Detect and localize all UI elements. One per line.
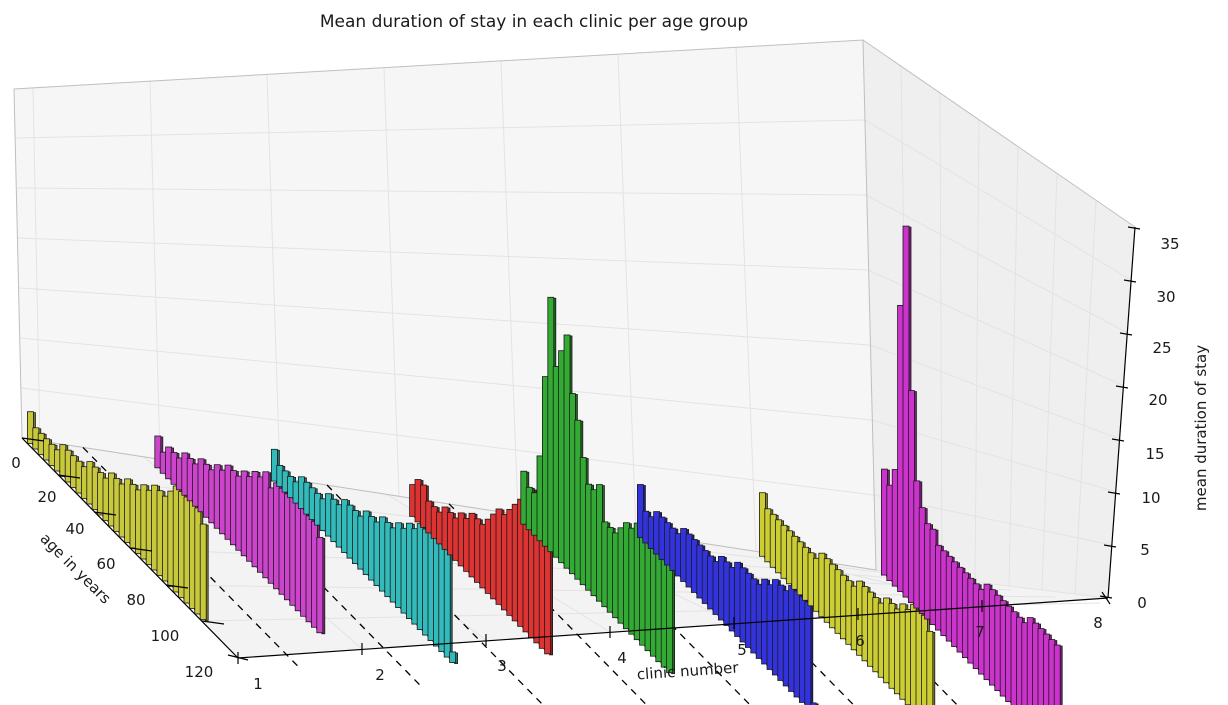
age-tick-label: 80 bbox=[126, 591, 145, 609]
duration-tick-label: 30 bbox=[1156, 288, 1175, 306]
duration-axis-line bbox=[1107, 226, 1136, 599]
duration-tick-labels: 0 5 10 15 20 25 30 35 bbox=[1137, 235, 1179, 612]
clinic-tick-label: 1 bbox=[253, 675, 263, 693]
duration-tick-label: 15 bbox=[1145, 445, 1164, 463]
bar-front bbox=[199, 523, 207, 620]
bar-clinic-5-age-87 bbox=[666, 555, 675, 675]
age-tick-label: 120 bbox=[185, 663, 214, 681]
clinic-tick-label: 3 bbox=[497, 657, 507, 675]
bar-front bbox=[1053, 644, 1061, 705]
bars bbox=[26, 225, 1063, 705]
bar-side bbox=[814, 703, 819, 705]
clinic-tick-label: 6 bbox=[855, 632, 865, 650]
duration-tick-label: 20 bbox=[1148, 391, 1167, 409]
clinic-tick-label: 4 bbox=[617, 649, 627, 667]
age-tick-label: 60 bbox=[96, 555, 115, 573]
age-tick-labels: 0 20 40 60 80 100 120 bbox=[11, 454, 213, 681]
back-pane bbox=[14, 40, 876, 570]
bar-clinic-3-age-102 bbox=[449, 651, 459, 664]
bar-clinic-1-age-99 bbox=[199, 523, 209, 621]
duration-tick-label: 5 bbox=[1140, 541, 1150, 559]
duration-axis-title: mean duration of stay bbox=[1192, 345, 1210, 511]
bar-front bbox=[449, 651, 457, 663]
right-pane bbox=[863, 40, 1135, 598]
age-tick-label: 40 bbox=[65, 520, 84, 538]
clinic-tick-label: 2 bbox=[375, 666, 385, 684]
age-tick-label: 100 bbox=[151, 627, 180, 645]
bar-front bbox=[809, 702, 817, 705]
clinic-axis-line bbox=[237, 597, 1109, 659]
bar-clinic-2-age-96 bbox=[316, 536, 326, 635]
clinic-tick-labels: 1 2 3 4 5 6 7 8 bbox=[253, 614, 1103, 693]
duration-tick-label: 10 bbox=[1141, 489, 1160, 507]
age-tick-label: 0 bbox=[11, 454, 21, 472]
clinic-tick-label: 8 bbox=[1093, 614, 1103, 632]
bar-clinic-8-age-99 bbox=[1053, 644, 1063, 705]
clinic-axis-title: clinic number bbox=[636, 658, 740, 683]
duration-tick-label: 0 bbox=[1137, 594, 1147, 612]
tick-marks bbox=[21, 226, 1141, 664]
bar-clinic-6-age-96 bbox=[804, 601, 814, 705]
bar-front bbox=[926, 630, 934, 705]
bar-clinic-6-age-99 bbox=[809, 702, 819, 705]
clinic-tick-label: 7 bbox=[975, 623, 985, 641]
duration-tick-label: 35 bbox=[1160, 235, 1179, 253]
age-tick-label: 20 bbox=[37, 488, 56, 506]
bar-clinic-7-age-96 bbox=[926, 630, 936, 705]
bar-front bbox=[666, 555, 673, 674]
bar-front bbox=[804, 601, 812, 705]
clinic-tick-label: 5 bbox=[737, 641, 747, 659]
bar-front bbox=[316, 536, 324, 634]
duration-tick-label: 25 bbox=[1152, 339, 1171, 357]
chart-title: Mean duration of stay in each clinic per… bbox=[320, 12, 748, 32]
